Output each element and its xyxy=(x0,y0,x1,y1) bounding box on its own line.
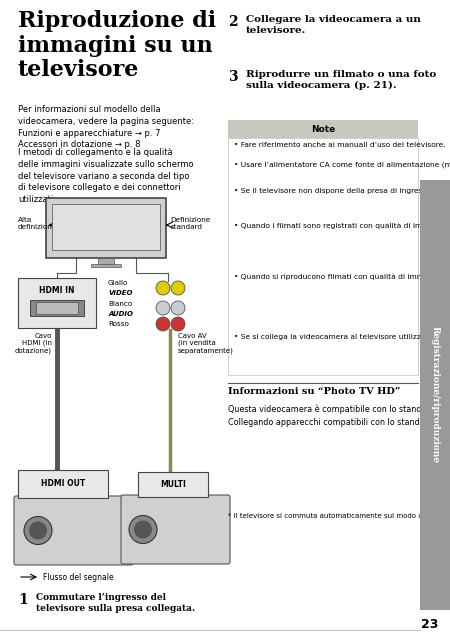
Circle shape xyxy=(134,520,152,538)
Bar xyxy=(420,180,450,610)
Text: 2: 2 xyxy=(228,15,238,29)
Bar xyxy=(90,264,121,267)
Circle shape xyxy=(171,301,185,315)
Circle shape xyxy=(24,516,52,545)
Bar xyxy=(36,302,78,314)
Bar xyxy=(18,470,108,498)
Text: • Se si collega la videocamera al televisore utilizzando più di un tipo di cavo : • Se si collega la videocamera al televi… xyxy=(234,333,450,339)
Text: 1: 1 xyxy=(18,593,28,607)
Circle shape xyxy=(156,281,170,295)
Text: HDMI OUT: HDMI OUT xyxy=(41,479,85,488)
Circle shape xyxy=(171,317,185,331)
Bar xyxy=(45,198,166,258)
Circle shape xyxy=(156,301,170,315)
Text: Registrazione/riproduzione: Registrazione/riproduzione xyxy=(431,326,440,463)
Text: Alta
definizione: Alta definizione xyxy=(18,217,57,230)
Text: Riprodurre un filmato o una foto
sulla videocamera (p. 21).: Riprodurre un filmato o una foto sulla v… xyxy=(246,70,436,90)
Text: VIDEO: VIDEO xyxy=(108,290,132,296)
Circle shape xyxy=(171,281,185,295)
Text: Cavo AV
(in vendita
separatamente): Cavo AV (in vendita separatamente) xyxy=(178,333,234,354)
Circle shape xyxy=(156,317,170,331)
Text: AUDIO: AUDIO xyxy=(108,311,133,317)
Bar xyxy=(228,138,418,375)
Text: Giallo: Giallo xyxy=(108,280,128,286)
FancyBboxPatch shape xyxy=(121,495,230,564)
Text: Flusso del segnale: Flusso del segnale xyxy=(43,573,113,582)
Bar xyxy=(51,204,159,250)
Text: Informazioni su “Photo TV HD”: Informazioni su “Photo TV HD” xyxy=(228,387,400,396)
Text: • Fare riferimento anche ai manuali d’uso del televisore.: • Fare riferimento anche ai manuali d’us… xyxy=(234,142,446,148)
Bar xyxy=(228,120,418,138)
Text: Collegare la videocamera a un
televisore.: Collegare la videocamera a un televisore… xyxy=(246,15,421,35)
Bar xyxy=(98,258,113,264)
Text: HDMI IN: HDMI IN xyxy=(39,286,75,295)
Text: • Usare l’alimentatore CA come fonte di alimentazione (modelli con alimentatore : • Usare l’alimentatore CA come fonte di … xyxy=(234,161,450,168)
Text: Definizione
standard: Definizione standard xyxy=(171,217,211,230)
Text: • Quando i filmati sono registrati con qualità di immagine a definizione standar: • Quando i filmati sono registrati con q… xyxy=(234,223,450,230)
Text: Bianco: Bianco xyxy=(108,301,132,307)
Text: Commutare l’ingresso del
televisore sulla presa collegata.: Commutare l’ingresso del televisore sull… xyxy=(36,593,195,613)
Text: Note: Note xyxy=(311,125,335,134)
Bar xyxy=(138,472,208,497)
Text: 3: 3 xyxy=(228,70,238,84)
Text: Per informazioni sul modello della
videocamera, vedere la pagina seguente:
Funzi: Per informazioni sul modello della video… xyxy=(18,105,194,149)
Text: • Se il televisore non dispone della presa di ingresso HDMI, utilizzare un cavo : • Se il televisore non dispone della pre… xyxy=(234,188,450,195)
Text: Riproduzione di
immagini su un
televisore: Riproduzione di immagini su un televisor… xyxy=(18,10,216,81)
Text: * Il televisore si commuta automaticamente sul modo appropriato durante la visua: * Il televisore si commuta automaticamen… xyxy=(228,513,450,519)
Text: • Quando si riproducono filmati con qualità di immagine a definizione standard (: • Quando si riproducono filmati con qual… xyxy=(234,274,450,281)
Circle shape xyxy=(129,515,157,543)
Text: Questa videocamera è compatibile con lo standard “Photo TV HD”. “Photo TV HD” co: Questa videocamera è compatibile con lo … xyxy=(228,405,450,427)
Bar xyxy=(30,300,84,316)
Text: I metodi di collegamento e la qualità
delle immagini visualizzate sullo schermo
: I metodi di collegamento e la qualità de… xyxy=(18,148,194,204)
Text: Rosso: Rosso xyxy=(108,321,129,327)
Bar xyxy=(18,278,96,328)
Text: MULTI: MULTI xyxy=(160,480,186,489)
FancyBboxPatch shape xyxy=(14,496,133,565)
Text: 23: 23 xyxy=(421,618,439,632)
Circle shape xyxy=(29,522,47,540)
Text: Cavo
HDMI (in
dotazione): Cavo HDMI (in dotazione) xyxy=(15,333,52,354)
